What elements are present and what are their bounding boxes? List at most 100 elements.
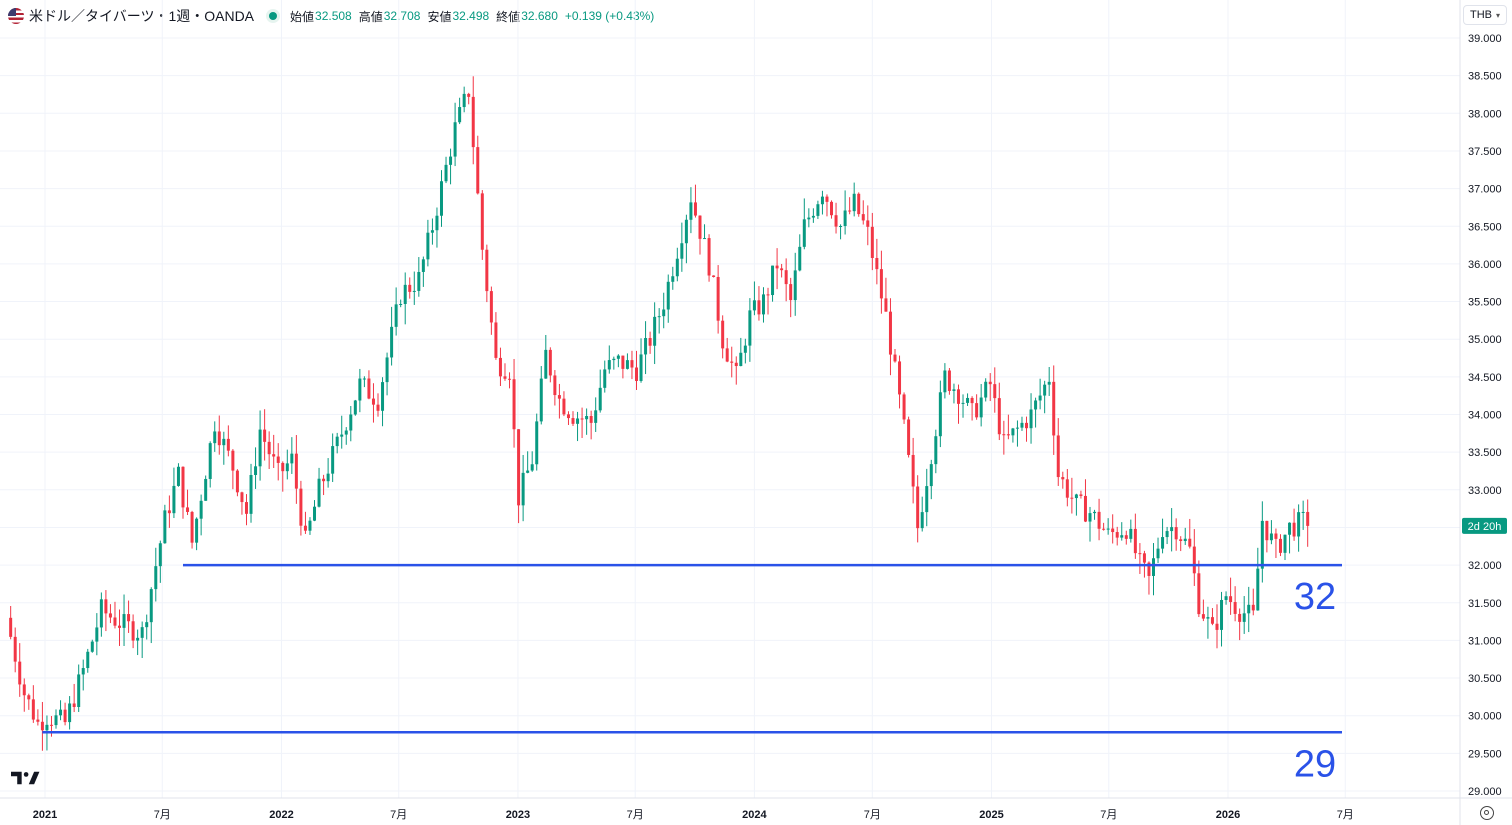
candle-body [766,294,770,296]
candle-body [970,397,974,404]
candle-body [630,360,634,368]
candle-body [784,270,788,285]
candle-body [1025,422,1029,429]
candle-body [430,230,434,233]
price-tick-label: 30.000 [1468,711,1502,723]
candle-body [739,352,743,367]
candle-body [267,441,271,455]
time-tick-label: 7月 [627,809,644,821]
candle-body [1174,527,1178,540]
candle-body [1215,623,1219,630]
candle-body [149,589,153,623]
candle-body [689,202,693,220]
candle-body [925,486,929,513]
candle-body [793,270,797,301]
candle-body [870,226,874,258]
price-tick-label: 35.000 [1468,334,1502,346]
candle-body [966,397,970,403]
grid [0,0,1460,798]
candle-body [603,369,607,388]
time-tick-label: 7月 [1337,809,1354,821]
candle-body [639,354,643,381]
candle-body [571,418,575,424]
candle-body [916,486,920,529]
candle-body [1047,381,1051,385]
candle-body [394,304,398,327]
time-tick-label: 7月 [390,809,407,821]
candle-body [1306,511,1310,526]
price-tick-label: 32.000 [1468,560,1502,572]
tradingview-logo-icon[interactable] [11,770,43,786]
time-axis[interactable]: 2021 7月 2022 7月 2023 7月 2024 7月 2025 7月 2026 7月 [0,797,1512,821]
candle-body [118,625,122,628]
candle-body [235,470,239,493]
candle-body [263,429,267,442]
candle-body [907,419,911,455]
candle-body [811,215,815,218]
candle-body [408,284,412,292]
candle-body [254,466,258,475]
price-tick-label: 36.000 [1468,259,1502,271]
candle-body [761,294,765,315]
candle-body [934,436,938,465]
candle-body [1183,538,1187,542]
price-tick-label: 38.500 [1468,71,1502,83]
candle-body [1224,596,1228,600]
candle-body [489,291,493,323]
currency-selector-button[interactable]: THB ▾ [1463,5,1507,25]
candle-body [816,204,820,216]
candle-body [734,362,738,367]
candle-body [1151,558,1155,576]
price-axis[interactable]: 39.000 38.500 38.000 37.500 37.000 36.500 36.0… [1459,0,1507,825]
candle-body [530,464,534,471]
settings-icon[interactable] [1480,806,1494,820]
chevron-down-icon: ▾ [1495,10,1500,20]
candle-body [607,360,611,370]
candle-body [716,276,720,321]
candle-body [938,392,942,437]
candle-body [508,378,512,380]
candle-body [213,431,217,444]
time-tick-label: 7月 [1100,809,1117,821]
candle-body [802,219,806,247]
candle-body [1260,520,1264,569]
candle-body [222,438,226,446]
candle-body [249,474,253,514]
candle-body [1061,477,1065,480]
candle-body [426,232,430,260]
candle-body [326,473,330,482]
candle-body [231,450,235,471]
candle-body [90,641,94,652]
horizontal-levels[interactable]: 32 29 [42,563,1342,785]
candle-body [1165,531,1169,538]
time-tick-label: 2026 [1216,809,1240,821]
candle-body [888,311,892,355]
candle-body [920,512,924,529]
open-value: 32.508 [315,9,352,23]
candle-body [258,429,262,467]
symbol-title[interactable]: 米ドル／タイバーツ・1週・OANDA [29,8,255,24]
candle-body [27,695,31,700]
candle-body [748,310,752,346]
candle-body [1065,479,1069,498]
candle-body [1238,613,1242,622]
market-status-icon[interactable] [266,9,281,23]
candle-body [195,518,199,543]
candle-body [104,599,108,614]
candle-body [131,621,135,641]
candle-body [653,316,657,346]
candle-body [1192,546,1196,574]
candle-body [879,269,883,299]
candle-body [807,217,811,220]
price-tick-label: 33.500 [1468,447,1502,459]
candle-body [163,510,167,544]
candle-body [562,398,566,415]
candle-body [244,502,248,514]
candle-body [843,210,847,227]
candle-body [1142,553,1146,563]
candle-body [771,265,775,296]
candle-body [1147,562,1151,576]
time-tick-label: 2022 [269,809,293,821]
price-tick-label: 35.500 [1468,297,1502,309]
